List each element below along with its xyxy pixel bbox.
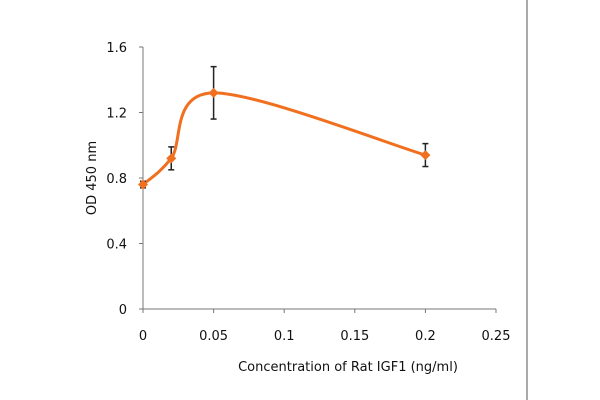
x-tick-label: 0.25 <box>482 329 511 344</box>
data-point <box>420 150 431 161</box>
x-tick-label: 0 <box>139 329 147 344</box>
y-tick-label: 0.4 <box>106 238 127 253</box>
x-tick-label: 0.2 <box>415 329 436 344</box>
y-tick-label: 1.2 <box>106 107 127 122</box>
data-point <box>138 179 148 190</box>
data-point <box>166 153 177 164</box>
y-tick-label: 0 <box>119 303 127 318</box>
y-tick-label: 1.6 <box>106 41 127 56</box>
x-axis-label: Concentration of Rat IGF1 (ng/ml) <box>238 360 458 375</box>
data-point <box>208 87 219 98</box>
y-axis-label: OD 450 nm <box>85 141 100 215</box>
y-tick-label: 0.8 <box>106 172 127 187</box>
x-tick-label: 0.1 <box>274 329 295 344</box>
x-tick-label: 0.05 <box>199 329 228 344</box>
series-line <box>141 91 426 186</box>
x-tick-label: 0.15 <box>340 329 369 344</box>
